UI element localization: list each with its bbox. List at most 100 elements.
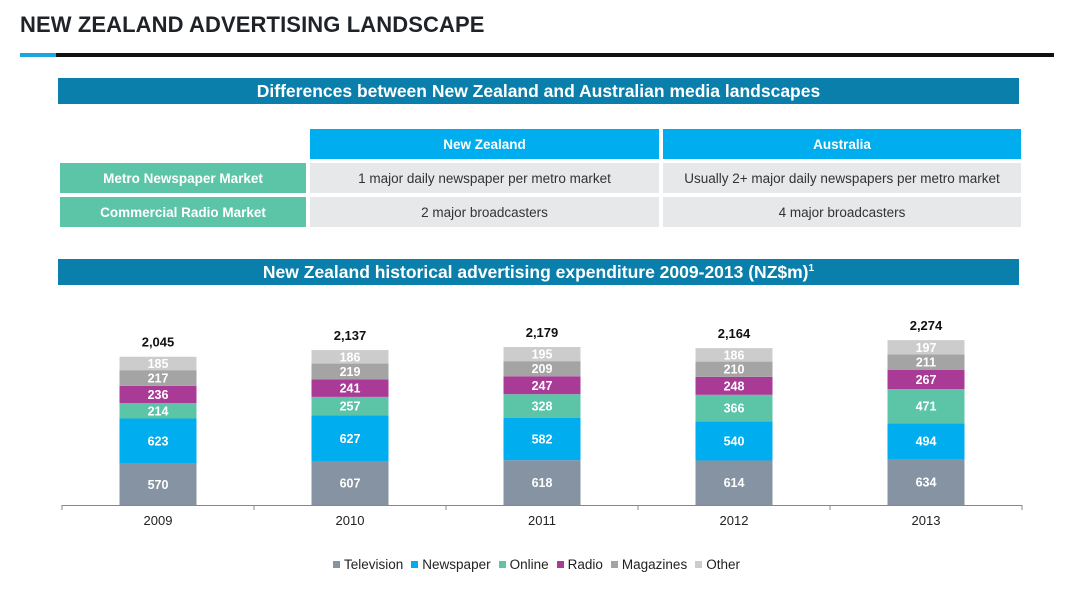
legend-swatch (411, 561, 419, 568)
data-label: 623 (148, 435, 169, 449)
total-label: 2,274 (910, 318, 943, 333)
bar-segment-newspaper (695, 421, 773, 461)
bar-segment-radio (311, 379, 389, 397)
bar-segment-radio (695, 376, 773, 395)
legend-swatch (610, 561, 618, 568)
legend-swatch (695, 561, 703, 568)
bar-segment-television (119, 463, 197, 505)
data-label: 247 (532, 379, 553, 393)
data-label: 210 (724, 363, 745, 377)
data-label: 209 (532, 362, 553, 376)
bar-segment-magazines (887, 354, 965, 370)
data-label: 366 (724, 402, 745, 416)
bar-segment-online (311, 396, 389, 416)
bar-segment-television (887, 459, 965, 505)
cell-nz-commercial-radio: 2 major broadcasters (310, 197, 659, 227)
data-label: 248 (724, 379, 745, 393)
data-label: 471 (916, 400, 937, 414)
x-tick-label: 2013 (912, 513, 941, 528)
chart-heading-text: New Zealand historical advertising expen… (262, 262, 809, 282)
row-header-metro-newspaper: Metro Newspaper Market (60, 163, 306, 193)
bar-segment-online (119, 402, 197, 419)
data-label: 186 (724, 348, 745, 362)
bar-segment-magazines (695, 361, 773, 377)
data-label: 607 (340, 476, 361, 490)
data-label: 197 (916, 341, 937, 355)
total-label: 2,164 (718, 326, 751, 341)
data-label: 494 (916, 435, 937, 449)
bar-segment-newspaper (503, 418, 581, 461)
legend-label: Newspaper (422, 557, 491, 572)
legend-label: Television (344, 557, 404, 572)
data-label: 236 (148, 388, 169, 402)
bar-segment-magazines (311, 363, 389, 380)
bar-segment-radio (119, 385, 197, 403)
legend-label: Radio (567, 557, 603, 572)
data-label: 634 (916, 476, 937, 490)
bar-segment-other (503, 347, 581, 362)
total-label: 2,179 (526, 325, 559, 340)
bar-segment-magazines (119, 370, 197, 386)
legend-swatch (556, 561, 564, 568)
legend-item-newspaper: Newspaper (411, 557, 491, 572)
data-label: 614 (724, 476, 745, 490)
data-label: 241 (340, 382, 361, 396)
bar-segment-newspaper (119, 418, 197, 464)
chart-heading-footnote: 1 (808, 263, 815, 275)
cell-au-commercial-radio: 4 major broadcasters (663, 197, 1021, 227)
data-label: 185 (148, 357, 169, 371)
legend-swatch (498, 561, 506, 568)
bar-segment-magazines (503, 361, 581, 377)
legend-item-television: Television (333, 557, 403, 572)
x-tick-label: 2009 (144, 513, 173, 528)
table-heading: Differences between New Zealand and Aust… (58, 78, 1019, 104)
bar-segment-television (311, 460, 389, 505)
bar-segment-television (503, 460, 581, 505)
bar-segment-radio (887, 369, 965, 390)
bar-segment-television (695, 460, 773, 505)
chart-heading: New Zealand historical advertising expen… (58, 259, 1019, 285)
bar-segment-other (695, 348, 773, 362)
data-label: 219 (340, 365, 361, 379)
title-rule-accent (20, 53, 56, 57)
column-header-australia: Australia (663, 129, 1021, 159)
total-label: 2,045 (142, 335, 175, 350)
row-header-commercial-radio: Commercial Radio Market (60, 197, 306, 227)
bar-segment-other (887, 340, 965, 355)
bar-segment-other (119, 356, 197, 371)
bar-segment-newspaper (311, 415, 389, 461)
x-tick-label: 2011 (528, 513, 556, 528)
x-tick-label: 2010 (336, 513, 365, 528)
data-label: 328 (532, 400, 553, 414)
data-label: 217 (148, 372, 169, 386)
cell-au-metro-newspaper: Usually 2+ major daily newspapers per me… (663, 163, 1021, 193)
legend-label: Online (509, 557, 549, 572)
title-rule (20, 53, 1054, 57)
data-label: 186 (340, 350, 361, 364)
x-tick-label: 2012 (720, 513, 749, 528)
bar-segment-online (503, 394, 581, 418)
total-label: 2,137 (334, 328, 367, 343)
data-label: 582 (532, 433, 553, 447)
legend-swatch (333, 561, 341, 568)
page-title: NEW ZEALAND ADVERTISING LANDSCAPE (20, 12, 485, 37)
bar-segment-radio (503, 376, 581, 395)
data-label: 267 (916, 373, 937, 387)
chart-legend: Television Newspaper Online Radio Magazines O… (0, 557, 1073, 572)
column-header-new-zealand: New Zealand (310, 129, 659, 159)
cell-nz-metro-newspaper: 1 major daily newspaper per metro market (310, 163, 659, 193)
bar-segment-online (695, 394, 773, 422)
data-label: 627 (340, 432, 361, 446)
data-label: 211 (916, 356, 936, 370)
bar-segment-other (311, 350, 389, 364)
bar-segment-online (887, 389, 965, 424)
data-label: 618 (532, 476, 553, 490)
legend-item-other: Other (695, 557, 740, 572)
data-label: 570 (148, 478, 169, 492)
data-label: 195 (532, 348, 553, 362)
legend-label: Magazines (621, 557, 688, 572)
legend-item-radio: Radio (556, 557, 603, 572)
data-label: 540 (724, 434, 745, 448)
legend-item-online: Online (498, 557, 549, 572)
